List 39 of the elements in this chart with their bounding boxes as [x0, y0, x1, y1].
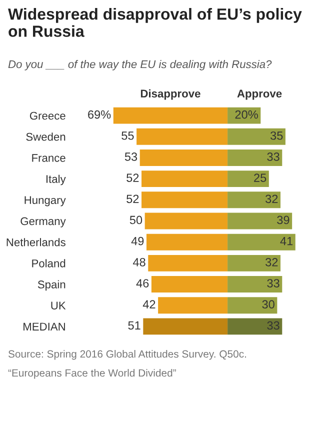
data-label: 69%	[88, 110, 111, 119]
series-label: Approve	[237, 90, 282, 100]
y-tick-label: UK	[51, 302, 66, 310]
data-label: 52	[126, 194, 139, 204]
text: “Europeans Face the World Divided”	[8, 369, 176, 379]
source-note: Source: Spring 2016 Global Attitudes Survey. Q50c.	[8, 350, 246, 360]
chart-title: Widespread disapproval of EU’s policy on Russia	[8, 8, 302, 37]
y-tick-label: MEDIAN	[24, 322, 65, 330]
data-label: 51	[128, 321, 140, 330]
data-label: 50	[130, 216, 142, 224]
data-label: 33	[267, 321, 280, 330]
data-label: 41	[280, 237, 293, 246]
y-tick-label: Netherlands	[6, 238, 66, 246]
data-label: 42	[142, 300, 156, 308]
y-tick-label: Hungary	[24, 196, 66, 206]
data-label: 49	[131, 236, 144, 246]
data-label: 33	[267, 279, 280, 288]
y-tick-label: Germany	[20, 217, 66, 228]
y-tick-label: Spain	[38, 280, 66, 291]
data-label: 20%	[235, 110, 258, 119]
data-label: 35	[270, 131, 283, 140]
data-label: 48	[132, 258, 146, 266]
data-label: 30	[262, 300, 274, 309]
data-label: 39	[277, 216, 290, 224]
y-tick-label: France	[32, 154, 66, 162]
y-tick-label: Sweden	[26, 132, 66, 141]
y-tick-label: Italy	[46, 174, 66, 186]
data-label: 55	[122, 132, 134, 140]
data-label: 46	[136, 279, 149, 288]
data-label: 53	[124, 152, 138, 161]
y-tick-label: Poland	[32, 259, 66, 268]
data-label: 32	[266, 258, 278, 266]
data-label: 33	[267, 152, 280, 161]
chart-subtitle: Do you ___ of the way the EU is dealing with Russia?	[8, 60, 272, 70]
series-label: Disapprove	[140, 89, 200, 100]
y-tick-label: Greece	[30, 112, 66, 120]
data-label: 52	[126, 174, 139, 182]
data-label: 32	[266, 194, 278, 204]
data-label: 25	[254, 174, 266, 182]
